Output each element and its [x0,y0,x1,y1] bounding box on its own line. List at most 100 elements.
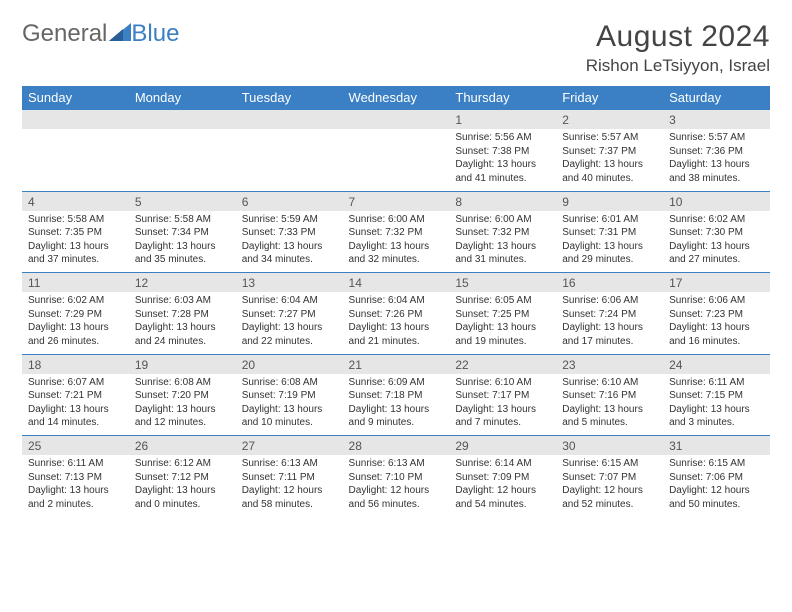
sunrise-line: Sunrise: 6:01 AM [562,213,657,227]
sunrise-line: Sunrise: 6:06 AM [562,294,657,308]
sunrise-line: Sunrise: 6:05 AM [455,294,550,308]
sunset-line: Sunset: 7:33 PM [242,226,337,240]
sunrise-line: Sunrise: 5:59 AM [242,213,337,227]
location: Rishon LeTsiyyon, Israel [586,56,770,76]
day-number: 17 [663,273,770,293]
day-number: 19 [129,354,236,374]
daylight-line: Daylight: 13 hours and 31 minutes. [455,240,550,267]
day-detail: Sunrise: 6:15 AMSunset: 7:07 PMDaylight:… [556,455,663,517]
sunset-line: Sunset: 7:29 PM [28,308,123,322]
day-detail: Sunrise: 6:10 AMSunset: 7:16 PMDaylight:… [556,374,663,436]
day-number: 27 [236,436,343,456]
day-number: 21 [343,354,450,374]
detail-row: Sunrise: 6:02 AMSunset: 7:29 PMDaylight:… [22,292,770,354]
day-number: 18 [22,354,129,374]
daylight-line: Daylight: 13 hours and 19 minutes. [455,321,550,348]
sunrise-line: Sunrise: 6:08 AM [135,376,230,390]
day-number: 1 [449,110,556,130]
sunrise-line: Sunrise: 6:04 AM [349,294,444,308]
sunrise-line: Sunrise: 6:15 AM [669,457,764,471]
sunrise-line: Sunrise: 6:00 AM [349,213,444,227]
calendar-table: SundayMondayTuesdayWednesdayThursdayFrid… [22,86,770,517]
daylight-line: Daylight: 13 hours and 32 minutes. [349,240,444,267]
sunset-line: Sunset: 7:15 PM [669,389,764,403]
day-detail: Sunrise: 6:00 AMSunset: 7:32 PMDaylight:… [343,211,450,273]
daylight-line: Daylight: 13 hours and 2 minutes. [28,484,123,511]
day-detail: Sunrise: 6:12 AMSunset: 7:12 PMDaylight:… [129,455,236,517]
daylight-line: Daylight: 13 hours and 26 minutes. [28,321,123,348]
day-number: 3 [663,110,770,130]
detail-row: Sunrise: 6:07 AMSunset: 7:21 PMDaylight:… [22,374,770,436]
sunset-line: Sunset: 7:17 PM [455,389,550,403]
day-detail: Sunrise: 5:56 AMSunset: 7:38 PMDaylight:… [449,129,556,191]
day-number: 4 [22,191,129,211]
day-detail: Sunrise: 6:15 AMSunset: 7:06 PMDaylight:… [663,455,770,517]
daynum-row: 25262728293031 [22,436,770,456]
sunset-line: Sunset: 7:16 PM [562,389,657,403]
daylight-line: Daylight: 13 hours and 37 minutes. [28,240,123,267]
sunset-line: Sunset: 7:23 PM [669,308,764,322]
day-header-saturday: Saturday [663,86,770,110]
daylight-line: Daylight: 13 hours and 3 minutes. [669,403,764,430]
day-detail: Sunrise: 6:04 AMSunset: 7:27 PMDaylight:… [236,292,343,354]
day-number: 31 [663,436,770,456]
daylight-line: Daylight: 12 hours and 50 minutes. [669,484,764,511]
logo-text-2: Blue [131,20,179,48]
sunset-line: Sunset: 7:09 PM [455,471,550,485]
day-number: 16 [556,273,663,293]
daynum-row: 11121314151617 [22,273,770,293]
day-number: 12 [129,273,236,293]
daylight-line: Daylight: 13 hours and 35 minutes. [135,240,230,267]
sunrise-line: Sunrise: 6:11 AM [669,376,764,390]
sunset-line: Sunset: 7:35 PM [28,226,123,240]
sunset-line: Sunset: 7:26 PM [349,308,444,322]
day-detail: Sunrise: 6:11 AMSunset: 7:15 PMDaylight:… [663,374,770,436]
day-detail: Sunrise: 6:02 AMSunset: 7:29 PMDaylight:… [22,292,129,354]
sunset-line: Sunset: 7:12 PM [135,471,230,485]
day-detail: Sunrise: 6:06 AMSunset: 7:24 PMDaylight:… [556,292,663,354]
day-number: 25 [22,436,129,456]
empty-cell [236,110,343,130]
day-header-thursday: Thursday [449,86,556,110]
logo-triangle-icon [109,20,131,48]
sunrise-line: Sunrise: 5:58 AM [135,213,230,227]
sunrise-line: Sunrise: 6:02 AM [28,294,123,308]
day-number: 9 [556,191,663,211]
daylight-line: Daylight: 13 hours and 14 minutes. [28,403,123,430]
day-number: 13 [236,273,343,293]
daylight-line: Daylight: 13 hours and 38 minutes. [669,158,764,185]
sunset-line: Sunset: 7:30 PM [669,226,764,240]
day-header-wednesday: Wednesday [343,86,450,110]
day-detail: Sunrise: 6:03 AMSunset: 7:28 PMDaylight:… [129,292,236,354]
day-header-tuesday: Tuesday [236,86,343,110]
daylight-line: Daylight: 12 hours and 52 minutes. [562,484,657,511]
daylight-line: Daylight: 13 hours and 12 minutes. [135,403,230,430]
day-number: 15 [449,273,556,293]
day-number: 24 [663,354,770,374]
sunset-line: Sunset: 7:11 PM [242,471,337,485]
day-number: 26 [129,436,236,456]
sunset-line: Sunset: 7:21 PM [28,389,123,403]
day-header-friday: Friday [556,86,663,110]
sunrise-line: Sunrise: 5:56 AM [455,131,550,145]
sunrise-line: Sunrise: 5:58 AM [28,213,123,227]
day-detail: Sunrise: 6:10 AMSunset: 7:17 PMDaylight:… [449,374,556,436]
empty-cell [129,110,236,130]
day-detail: Sunrise: 6:09 AMSunset: 7:18 PMDaylight:… [343,374,450,436]
day-detail: Sunrise: 5:57 AMSunset: 7:37 PMDaylight:… [556,129,663,191]
day-detail: Sunrise: 5:58 AMSunset: 7:35 PMDaylight:… [22,211,129,273]
daylight-line: Daylight: 13 hours and 29 minutes. [562,240,657,267]
sunrise-line: Sunrise: 5:57 AM [669,131,764,145]
sunrise-line: Sunrise: 6:09 AM [349,376,444,390]
sunset-line: Sunset: 7:20 PM [135,389,230,403]
empty-cell [236,129,343,191]
day-number: 23 [556,354,663,374]
sunrise-line: Sunrise: 6:03 AM [135,294,230,308]
sunrise-line: Sunrise: 6:02 AM [669,213,764,227]
empty-cell [343,110,450,130]
sunrise-line: Sunrise: 6:14 AM [455,457,550,471]
sunrise-line: Sunrise: 6:12 AM [135,457,230,471]
day-number: 30 [556,436,663,456]
detail-row: Sunrise: 5:58 AMSunset: 7:35 PMDaylight:… [22,211,770,273]
sunset-line: Sunset: 7:06 PM [669,471,764,485]
